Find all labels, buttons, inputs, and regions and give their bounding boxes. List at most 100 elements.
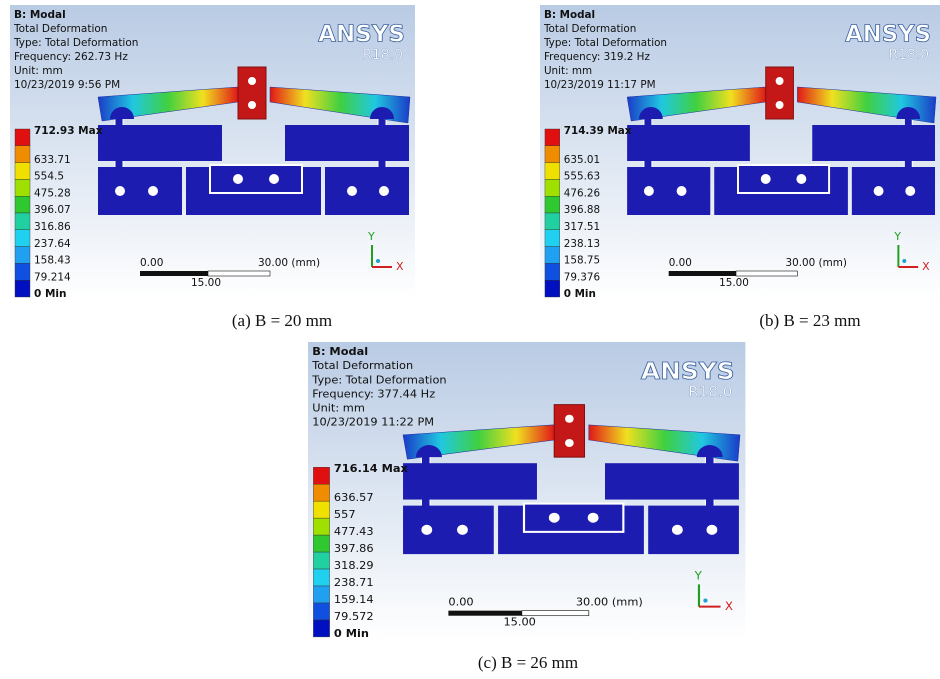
red-connector [766, 67, 794, 119]
upper-left-block [98, 125, 222, 161]
caption: (c) B = 26 mm [478, 653, 578, 672]
hole [776, 77, 784, 85]
legend-swatch [15, 213, 30, 230]
legend-swatch [313, 484, 329, 501]
caption: (a) B = 20 mm [232, 311, 332, 330]
hole [588, 513, 599, 523]
header-line: Unit: mm [312, 402, 365, 415]
legend-swatch [545, 196, 560, 213]
legend-label: 396.88 [564, 204, 600, 216]
legend-swatch [313, 569, 329, 586]
legend-label: 636.57 [334, 492, 374, 505]
legend-swatch [15, 230, 30, 247]
legend-label: 0 Min [334, 627, 369, 640]
legend-label: 158.75 [564, 255, 600, 267]
scale-bar-light [736, 271, 797, 276]
lower-left-block [98, 167, 182, 215]
legend-label: 79.376 [564, 271, 600, 283]
legend-label: 557 [334, 509, 356, 522]
panel: B: Modal Total Deformation Type: Total Def… [10, 5, 415, 300]
legend-swatch [313, 467, 329, 484]
legend-swatch [313, 518, 329, 535]
lower-left-block [627, 167, 710, 215]
legend-label: 0 Min [564, 288, 596, 300]
triad-x-label: X [922, 260, 930, 273]
legend-swatch [545, 230, 560, 247]
legend-swatch [313, 620, 329, 637]
legend-label: 712.93 Max [34, 125, 103, 137]
legend-swatch [545, 179, 560, 196]
upper-left-block [403, 463, 537, 499]
header-line: Type: Total Deformation [543, 37, 667, 49]
scale-label-right: 30.00 (mm) [576, 596, 643, 609]
hole [761, 174, 771, 184]
scale-label-left: 0.00 [669, 257, 692, 269]
triad-z [703, 599, 707, 603]
hole [776, 101, 784, 109]
header-line: Frequency: 319.2 Hz [544, 51, 651, 63]
legend-swatch [545, 129, 560, 146]
header-line: Total Deformation [311, 359, 413, 372]
lower-right-block [325, 167, 409, 215]
header-title: B: Modal [312, 345, 368, 358]
legend-swatch [15, 263, 30, 280]
hole [565, 415, 574, 423]
scale-label-right: 30.00 (mm) [258, 257, 320, 269]
legend-swatch [545, 146, 560, 163]
legend-label: 635.01 [564, 154, 600, 166]
header-line: Frequency: 377.44 Hz [312, 388, 435, 401]
center-slider [738, 165, 829, 193]
legend-swatch [15, 196, 30, 213]
header-line: 10/23/2019 9:56 PM [14, 79, 120, 91]
legend-label: 397.86 [334, 542, 374, 555]
lower-left-block [403, 506, 494, 554]
upper-right-block [285, 125, 409, 161]
lower-right-block [852, 167, 935, 215]
legend-swatch [313, 535, 329, 552]
legend-label: 159.14 [334, 593, 374, 606]
scale-bar-light [208, 271, 270, 276]
hole [115, 186, 125, 196]
caption: (b) B = 23 mm [759, 311, 860, 330]
hole [707, 525, 718, 535]
center-slider [524, 504, 623, 532]
scale-label-right: 30.00 (mm) [786, 257, 847, 269]
triad-x-label: X [396, 260, 404, 273]
version: R18.0 [688, 384, 732, 400]
header-line: Total Deformation [13, 23, 107, 35]
logo: ANSYS [318, 22, 405, 48]
scale-bar-dark [448, 611, 521, 616]
center-slider [210, 165, 302, 193]
legend-label: 476.26 [564, 187, 600, 199]
header-line: Type: Total Deformation [13, 37, 138, 49]
legend-label: 714.39 Max [564, 125, 632, 137]
logo: ANSYS [845, 21, 931, 47]
legend-swatch [313, 603, 329, 620]
header-line: Unit: mm [544, 65, 592, 77]
upper-right-block [812, 125, 935, 161]
legend-label: 475.28 [34, 187, 71, 199]
header-line: Total Deformation [543, 23, 636, 35]
scale-label-left: 0.00 [448, 596, 473, 609]
hole [347, 186, 357, 196]
hole [148, 186, 158, 196]
legend-label: 79.214 [34, 271, 71, 283]
hole [233, 174, 243, 184]
header-line: Frequency: 262.73 Hz [14, 51, 128, 63]
triad-z [902, 259, 906, 263]
triad-y-label: Y [367, 230, 375, 243]
legend-label: 633.71 [34, 154, 71, 166]
red-connector [238, 67, 266, 119]
header-line: 10/23/2019 11:22 PM [312, 416, 434, 429]
upper-right-block [605, 463, 739, 499]
scale-label-mid: 15.00 [503, 616, 535, 629]
legend-swatch [313, 501, 329, 518]
legend-label: 317.51 [564, 221, 600, 233]
legend-label: 716.14 Max [334, 462, 408, 475]
scale-label-left: 0.00 [140, 257, 163, 269]
header-line: Type: Total Deformation [311, 374, 446, 387]
legend-label: 238.13 [564, 238, 600, 250]
header-title: B: Modal [14, 9, 66, 21]
hole [248, 101, 256, 109]
legend-swatch [545, 280, 560, 297]
